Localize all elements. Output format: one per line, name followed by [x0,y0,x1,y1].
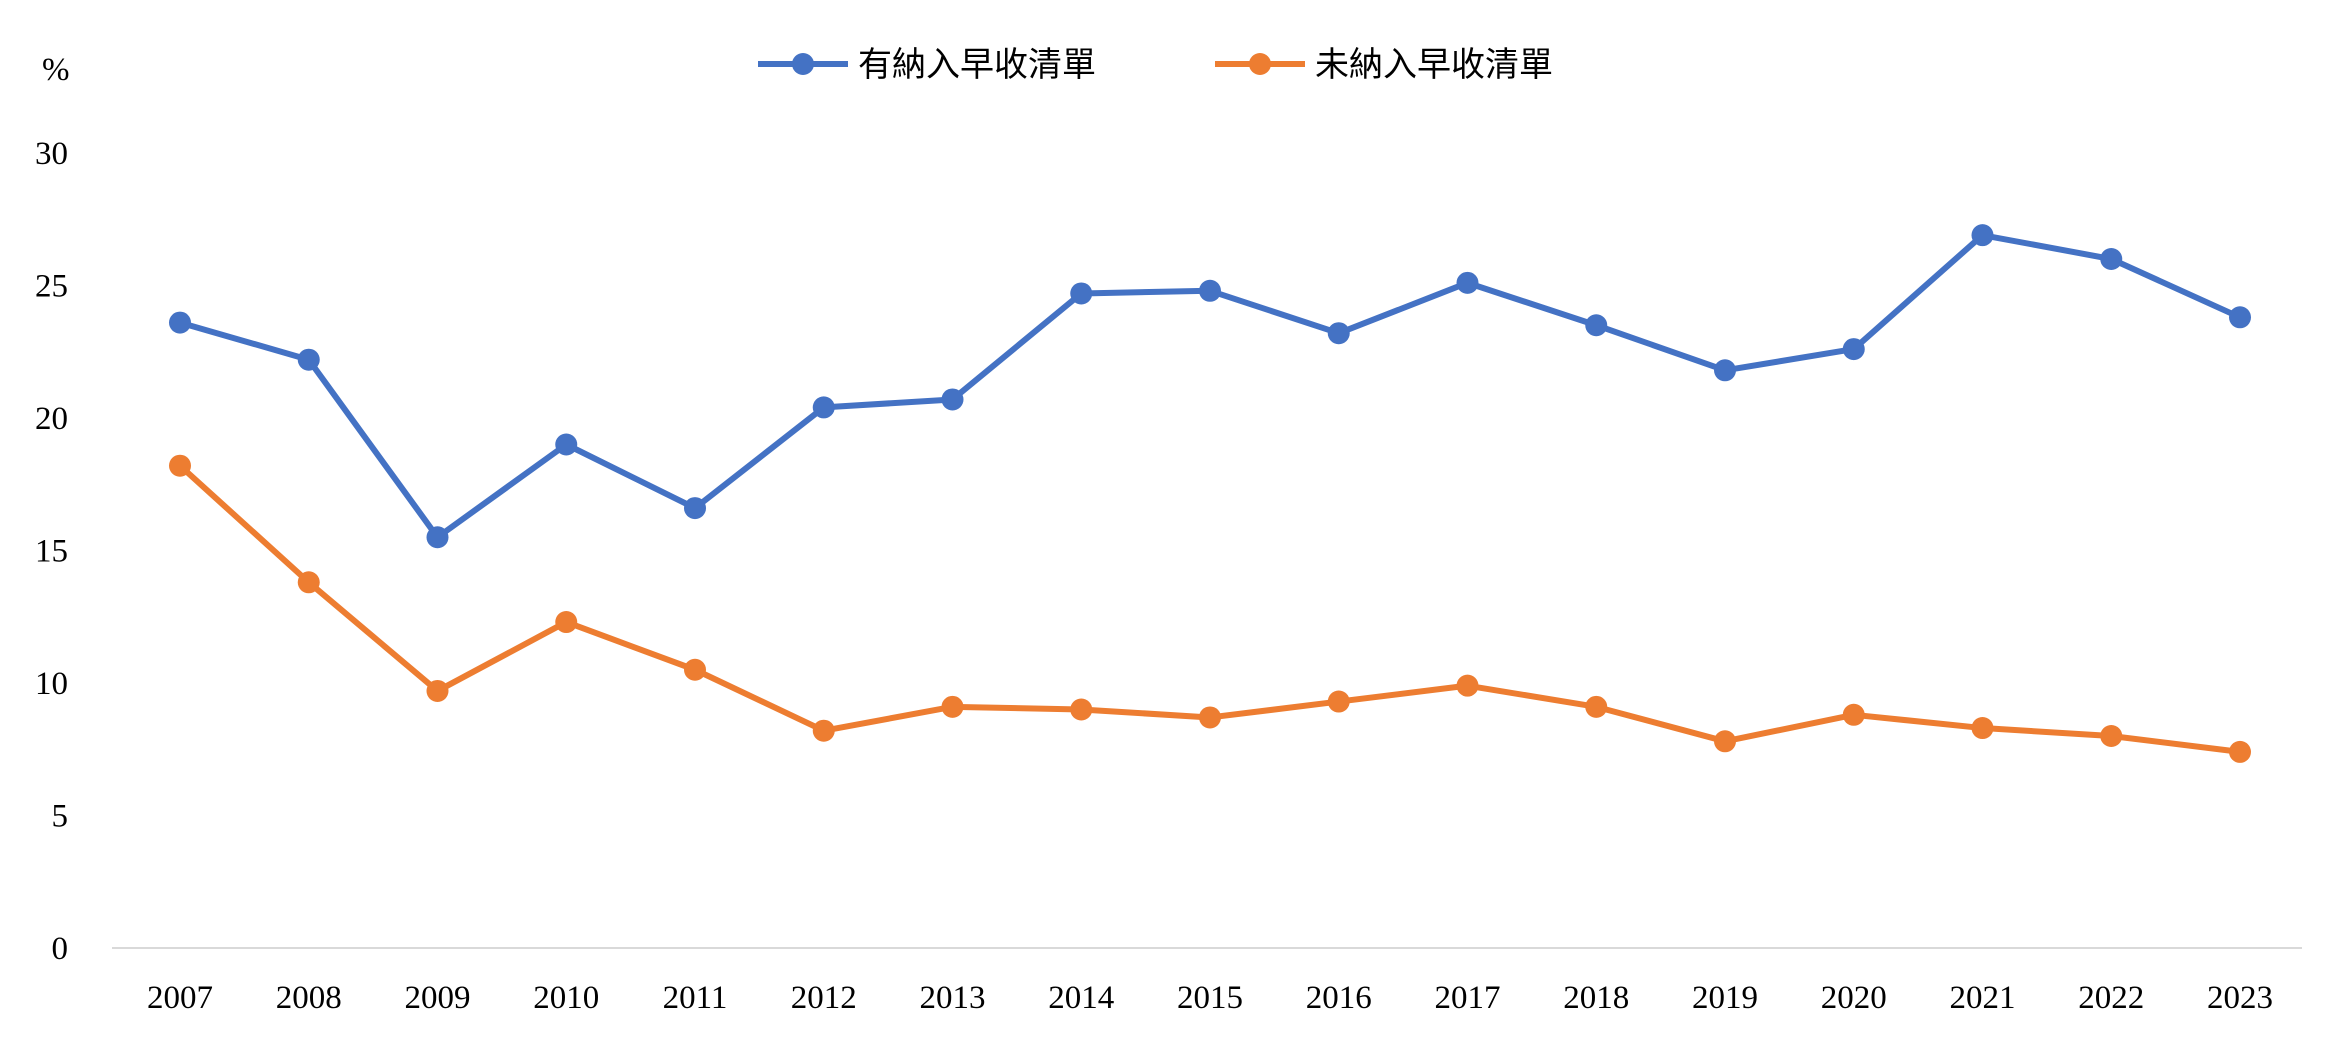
x-tick-label: 2009 [405,980,471,1016]
data-point [941,695,964,718]
y-tick-label: 10 [35,666,68,702]
data-point [684,497,706,520]
data-point [297,571,320,594]
x-tick-label: 2015 [1177,980,1243,1016]
data-point [941,388,964,411]
data-point [1199,706,1221,729]
data-point [1842,338,1865,361]
data-point [1070,282,1093,305]
data-point [1585,314,1608,337]
data-point [1199,279,1221,302]
legend-label: 未納入早收清單 [1315,45,1553,85]
data-point [426,679,449,702]
data-point [426,526,449,549]
x-tick-label: 2022 [2078,980,2144,1016]
data-point [812,396,835,419]
legend-item: 有納入早收清單 [758,45,1096,85]
data-point [2229,306,2251,329]
x-tick-label: 2007 [147,980,213,1016]
data-point [2100,248,2123,270]
y-tick-label: 25 [35,269,68,305]
x-tick-label: 2019 [1692,980,1758,1016]
data-point [1971,224,1994,247]
x-tick-label: 2020 [1821,980,1887,1016]
x-tick-label: 2014 [1048,980,1114,1016]
x-tick-label: 2018 [1563,980,1629,1016]
data-point [1327,322,1350,345]
series-0 [169,224,2251,549]
legend-point-marker [792,53,814,75]
data-point [1456,674,1479,697]
x-tick-label: 2017 [1435,980,1501,1016]
data-point [297,348,320,371]
y-tick-label: 15 [35,534,68,570]
y-tick-label: 0 [52,931,69,967]
y-tick-label: 5 [52,799,69,835]
data-point [1585,695,1608,718]
data-point [1714,359,1736,382]
x-tick-label: 2013 [920,980,986,1016]
data-point [555,433,578,456]
x-tick-label: 2010 [533,980,599,1016]
data-point [1456,271,1479,294]
x-tick-label: 2012 [791,980,857,1016]
data-point [1842,703,1865,726]
data-point [1714,730,1736,753]
data-point [2229,740,2251,763]
data-point [812,719,835,742]
y-axis-label: % [42,52,70,88]
data-point [1070,698,1093,721]
data-point [555,611,578,634]
x-tick-label: 2021 [1950,980,2016,1016]
y-tick-label: 20 [35,401,68,437]
data-point [1971,717,1994,740]
data-point [169,311,191,334]
series-1 [169,454,2251,763]
x-tick-label: 2023 [2207,980,2273,1016]
data-point [1327,690,1350,713]
x-tick-label: 2011 [663,980,728,1016]
legend-point-marker [1249,53,1271,75]
data-point [684,658,706,681]
legend-label: 有納入早收清單 [858,45,1096,85]
data-point [2100,725,2123,747]
y-tick-label: 30 [35,136,68,172]
legend-item: 未納入早收清單 [1215,45,1553,85]
x-tick-label: 2016 [1306,980,1372,1016]
x-tick-label: 2008 [276,980,342,1016]
legend: 有納入早收清單 未納入早收清單 [758,45,1553,85]
data-point [169,454,191,477]
